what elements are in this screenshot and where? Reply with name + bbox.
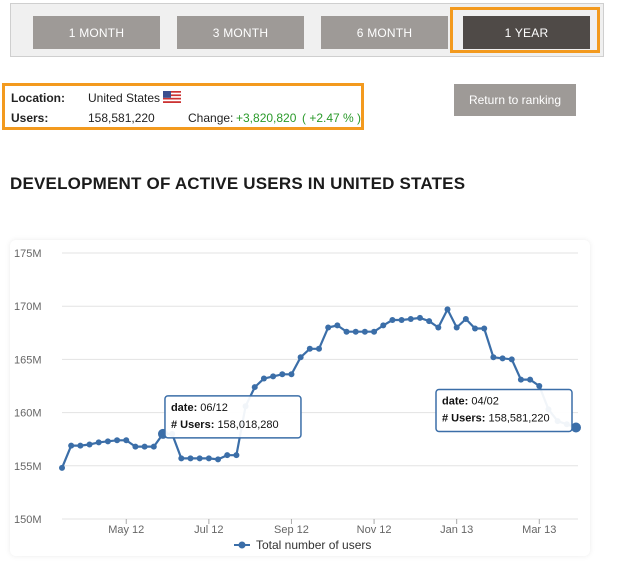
data-point (334, 322, 341, 329)
y-tick-label: 155M (14, 461, 42, 473)
tooltip-date: date: 04/02 (442, 395, 499, 407)
data-point (416, 314, 423, 321)
data-point (215, 456, 222, 463)
data-point (361, 328, 368, 335)
legend-marker (238, 541, 246, 549)
x-tick-label: Sep 12 (274, 524, 309, 536)
users-line-chart: 150M 155M 160M 165M 170M 175M May 12 Jul 12 Sep … (14, 248, 581, 552)
data-point (205, 455, 212, 462)
data-point (288, 371, 295, 378)
tooltip-users: # Users: 158,581,220 (442, 412, 550, 424)
y-tick-label: 175M (14, 248, 42, 260)
data-point (114, 437, 121, 444)
data-point (472, 325, 479, 332)
series-line (60, 306, 577, 469)
y-tick-label: 150M (14, 514, 42, 526)
data-point (508, 356, 515, 363)
data-point (224, 452, 231, 459)
us-flag-icon (163, 91, 182, 103)
tooltip-users: # Users: 158,018,280 (171, 419, 279, 431)
data-point (306, 345, 313, 352)
change-value: +3,820,820 (236, 111, 297, 125)
data-point (481, 325, 488, 332)
data-point (352, 328, 359, 335)
data-point (453, 324, 460, 331)
period-tab-bar: 1 MONTH 3 MONTH 6 MONTH 1 YEAR (10, 3, 604, 57)
data-point (297, 354, 304, 361)
data-point (527, 376, 534, 383)
data-point (141, 443, 148, 450)
data-point (123, 437, 130, 444)
data-point (251, 384, 258, 391)
data-point (196, 455, 203, 462)
location-text: United States (88, 91, 161, 105)
x-tick-label: Jan 13 (440, 524, 473, 536)
data-point (371, 328, 378, 335)
data-point (59, 464, 65, 471)
data-point (86, 441, 93, 448)
chart-container: 150M 155M 160M 165M 170M 175M May 12 Jul 12 Sep … (10, 240, 590, 556)
data-point (68, 442, 75, 449)
return-to-ranking-button[interactable]: Return to ranking (454, 84, 576, 116)
tooltip-box (435, 388, 573, 433)
info-box-highlight (2, 83, 364, 130)
data-point (178, 455, 185, 462)
country-info-box: Location: United States Users: 158,581,2… (5, 84, 363, 130)
data-point (325, 324, 332, 331)
tooltip-box (164, 395, 302, 439)
y-tick-label: 160M (14, 408, 42, 420)
x-tick-label: Mar 13 (522, 524, 556, 536)
location-value: United States (88, 91, 182, 105)
page-title: DEVELOPMENT OF ACTIVE USERS IN UNITED ST… (10, 174, 466, 193)
data-point (490, 354, 497, 361)
location-label: Location: (11, 91, 65, 105)
tab-3-month[interactable]: 3 MONTH (177, 16, 304, 49)
data-point (316, 345, 322, 352)
data-point (462, 315, 469, 322)
x-tick-label: Jul 12 (194, 524, 223, 536)
data-point (435, 324, 442, 331)
data-point (426, 318, 433, 325)
tab-6-month[interactable]: 6 MONTH (321, 16, 448, 49)
data-point (187, 455, 194, 462)
data-point (499, 355, 506, 362)
y-tick-label: 165M (14, 354, 42, 366)
data-point (571, 422, 581, 433)
data-point (132, 443, 139, 450)
x-tick-label: Nov 12 (357, 524, 392, 536)
legend-label: Total number of users (256, 538, 371, 552)
data-point (536, 383, 543, 389)
users-value: 158,581,220 (88, 111, 155, 125)
data-point (150, 443, 157, 450)
data-point (517, 376, 524, 383)
data-point (233, 452, 240, 459)
data-point (444, 306, 451, 313)
data-point (343, 328, 350, 335)
users-label: Users: (11, 111, 49, 125)
y-tick-label: 170M (14, 301, 42, 313)
data-point (95, 439, 102, 446)
data-point (389, 317, 396, 324)
data-point (270, 373, 277, 380)
tab-1-month[interactable]: 1 MONTH (33, 16, 160, 49)
change-percent: ( +2.47 % ) (302, 111, 362, 125)
data-point (407, 315, 414, 322)
data-point (77, 442, 84, 449)
data-point (380, 322, 387, 329)
data-point (260, 375, 267, 382)
change-label: Change: (188, 111, 234, 125)
tab-1-year[interactable]: 1 YEAR (463, 16, 590, 49)
active-tab-highlight (450, 7, 600, 53)
data-point (398, 317, 405, 324)
tooltip-date: date: 06/12 (171, 402, 228, 414)
data-point (104, 438, 111, 445)
x-tick-label: May 12 (108, 524, 144, 536)
data-point (279, 371, 286, 378)
